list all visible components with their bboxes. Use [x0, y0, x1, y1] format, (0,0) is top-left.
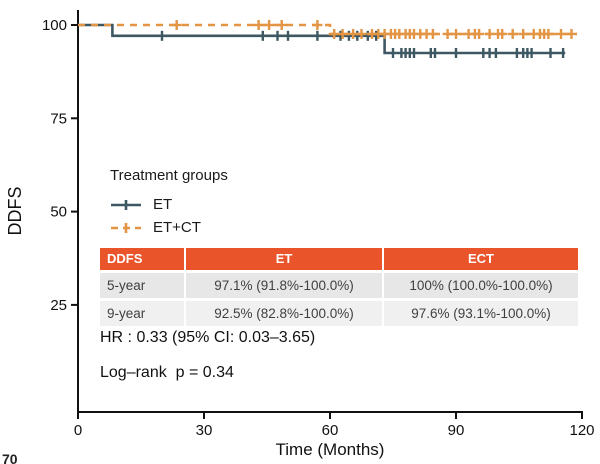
table-row-label-9year: 9-year: [100, 301, 184, 326]
etct-dashed-marker-icon: [111, 222, 141, 233]
et-survival-curve: [78, 23, 566, 55]
table-cell-9year-ect: 97.6% (93.1%-100.0%): [384, 301, 578, 326]
y-tick-label: 75: [50, 110, 67, 127]
table-cell-5year-et: 97.1% (91.8%-100.0%): [186, 273, 382, 298]
survival-estimates-table: DDFS ET ECT 5-year 97.1% (91.8%-100.0%) …: [100, 248, 578, 326]
x-tick-label: 120: [569, 422, 594, 439]
x-tick-label: 30: [196, 422, 213, 439]
et-line-marker-icon: [111, 199, 141, 210]
table-cell-5year-ect: 100% (100.0%-100.0%): [384, 273, 578, 298]
table-header-et: ET: [186, 248, 382, 270]
y-tick-label: 25: [50, 297, 67, 314]
table-cell-9year-et: 92.5% (82.8%-100.0%): [186, 301, 382, 326]
legend-item-etct: ET+CT: [110, 216, 228, 239]
legend: Treatment groups ET ET+CT: [110, 167, 228, 239]
y-tick-label: 50: [50, 204, 67, 221]
x-tick-label: 0: [74, 422, 82, 439]
x-tick-label: 90: [448, 422, 465, 439]
y-tick-label: 100: [42, 17, 67, 34]
table-header-ect: ECT: [384, 248, 578, 270]
log-rank-text: Log–rank p = 0.34: [100, 364, 234, 381]
hazard-ratio-text: HR : 0.33 (95% CI: 0.03–3.65): [100, 329, 316, 346]
table-row-label-5year: 5-year: [100, 273, 184, 298]
legend-label-et: ET: [153, 196, 173, 213]
x-axis-title: Time (Months): [275, 440, 385, 459]
table-header-ddfs: DDFS: [100, 248, 184, 270]
x-tick-label: 60: [322, 422, 339, 439]
y-axis-title: DDFS: [5, 186, 25, 236]
legend-item-et: ET: [110, 193, 228, 216]
legend-title: Treatment groups: [110, 167, 228, 184]
legend-label-etct: ET+CT: [153, 219, 201, 236]
clipped-number-fragment: 70: [2, 451, 18, 464]
